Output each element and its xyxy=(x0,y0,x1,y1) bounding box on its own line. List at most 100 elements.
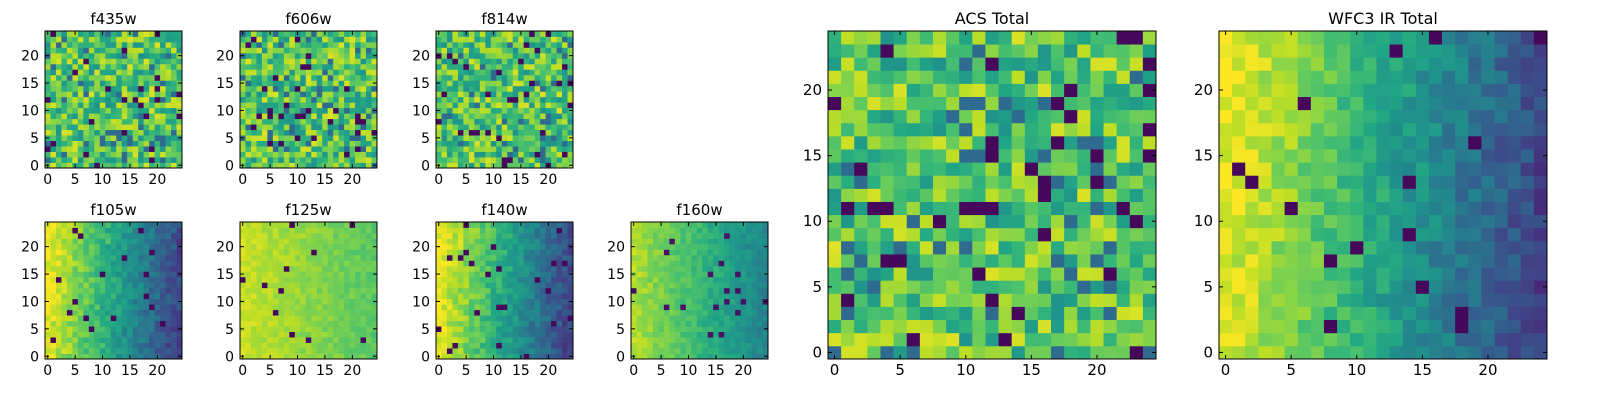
heatmap-cell xyxy=(105,157,112,163)
heatmap-cell xyxy=(880,227,894,242)
heatmap-cell xyxy=(371,282,378,289)
heatmap-cell xyxy=(278,157,285,163)
heatmap-cell xyxy=(366,265,372,272)
heatmap-cell xyxy=(45,260,51,267)
heatmap-cell xyxy=(149,31,155,37)
heatmap-cell xyxy=(457,227,464,234)
heatmap-cell xyxy=(55,249,62,256)
heatmap-cell xyxy=(906,240,921,255)
heatmap-cell xyxy=(344,298,350,305)
heatmap-cell xyxy=(436,287,442,294)
heatmap-cell xyxy=(545,287,552,294)
heatmap-cell xyxy=(702,232,709,239)
heatmap-cell xyxy=(160,337,166,343)
heatmap-cell xyxy=(83,342,90,349)
heatmap-cell xyxy=(556,140,563,147)
heatmap-cell xyxy=(250,287,257,294)
x-tick-label: 5 xyxy=(462,172,471,188)
heatmap-cell xyxy=(523,227,530,234)
y-tick-label: 10 xyxy=(216,103,234,119)
heatmap-cell xyxy=(250,260,257,267)
heatmap-cell xyxy=(452,36,459,43)
heatmap-cell xyxy=(72,276,79,283)
heatmap-cell xyxy=(702,315,709,322)
heatmap-cell xyxy=(446,238,453,245)
heatmap-cell xyxy=(77,107,84,114)
heatmap-cell xyxy=(132,69,139,76)
heatmap-cell xyxy=(127,320,134,327)
heatmap-cell xyxy=(272,151,279,158)
heatmap-cell xyxy=(501,309,508,316)
heatmap-cell xyxy=(636,271,643,278)
heatmap-cell xyxy=(457,107,464,114)
heatmap-cell xyxy=(77,243,84,250)
heatmap-cell xyxy=(245,85,252,92)
heatmap-cell xyxy=(529,63,536,70)
heatmap-cell xyxy=(267,63,274,70)
heatmap-cell xyxy=(110,151,117,158)
heatmap-cell xyxy=(485,140,492,147)
heatmap-cell xyxy=(61,238,68,245)
heatmap-cell xyxy=(696,287,703,294)
heatmap-cell xyxy=(45,47,51,54)
heatmap-cell xyxy=(99,298,106,305)
y-tick-label: 5 xyxy=(225,131,234,147)
heatmap-cell xyxy=(436,140,442,147)
heatmap-cell xyxy=(551,309,557,316)
heatmap-cell xyxy=(322,146,329,152)
heatmap-cell xyxy=(663,326,670,332)
heatmap-cell xyxy=(669,320,676,327)
heatmap-cell xyxy=(154,243,161,250)
heatmap-cell xyxy=(474,124,481,131)
heatmap-cell xyxy=(562,91,568,98)
heatmap-cell xyxy=(880,175,894,189)
heatmap-cell xyxy=(171,113,177,120)
heatmap-cell xyxy=(641,337,648,343)
heatmap-cell xyxy=(507,298,514,305)
heatmap-cell xyxy=(496,58,503,65)
heatmap-cell xyxy=(501,282,508,289)
heatmap-cell xyxy=(333,227,340,234)
heatmap-cell xyxy=(261,304,268,311)
heatmap-cell xyxy=(294,146,301,152)
heatmap-cell xyxy=(658,309,665,316)
heatmap-cell xyxy=(116,265,123,272)
heatmap-cell xyxy=(132,91,139,98)
x-tick-label: 10 xyxy=(680,363,698,379)
heatmap-cell xyxy=(121,36,128,43)
heatmap-cell xyxy=(658,282,665,289)
heatmap-cell xyxy=(294,58,301,65)
heatmap-cell xyxy=(631,293,637,300)
heatmap-cell xyxy=(702,260,709,267)
heatmap-cell xyxy=(490,249,497,256)
heatmap-cell xyxy=(529,146,536,152)
heatmap-cell xyxy=(105,47,112,54)
heatmap-cell xyxy=(327,129,334,136)
heatmap-cell xyxy=(50,47,57,54)
heatmap-cell xyxy=(311,146,318,152)
heatmap-cell xyxy=(474,80,481,87)
heatmap-cell xyxy=(540,74,546,81)
heatmap-cell xyxy=(523,41,530,48)
heatmap-cell xyxy=(485,249,492,256)
heatmap-cell xyxy=(641,271,648,278)
heatmap-cell xyxy=(551,151,557,158)
heatmap-cell xyxy=(165,309,172,316)
heatmap-cell xyxy=(138,107,145,114)
heatmap-cell xyxy=(294,342,301,349)
heatmap-cell xyxy=(474,315,481,322)
heatmap-cell xyxy=(289,293,296,300)
heatmap-cell xyxy=(83,353,90,360)
heatmap-cell xyxy=(333,222,340,228)
heatmap-cell xyxy=(278,227,285,234)
heatmap-cell xyxy=(289,232,296,239)
heatmap-cell xyxy=(267,129,274,136)
heatmap-cell xyxy=(751,348,758,354)
heatmap-cell xyxy=(452,315,459,322)
heatmap-cell xyxy=(446,315,453,322)
heatmap-cell xyxy=(985,188,999,202)
heatmap-cell xyxy=(289,58,296,65)
heatmap-cell xyxy=(261,162,268,169)
heatmap-cell xyxy=(149,315,155,322)
heatmap-cell xyxy=(305,271,312,278)
